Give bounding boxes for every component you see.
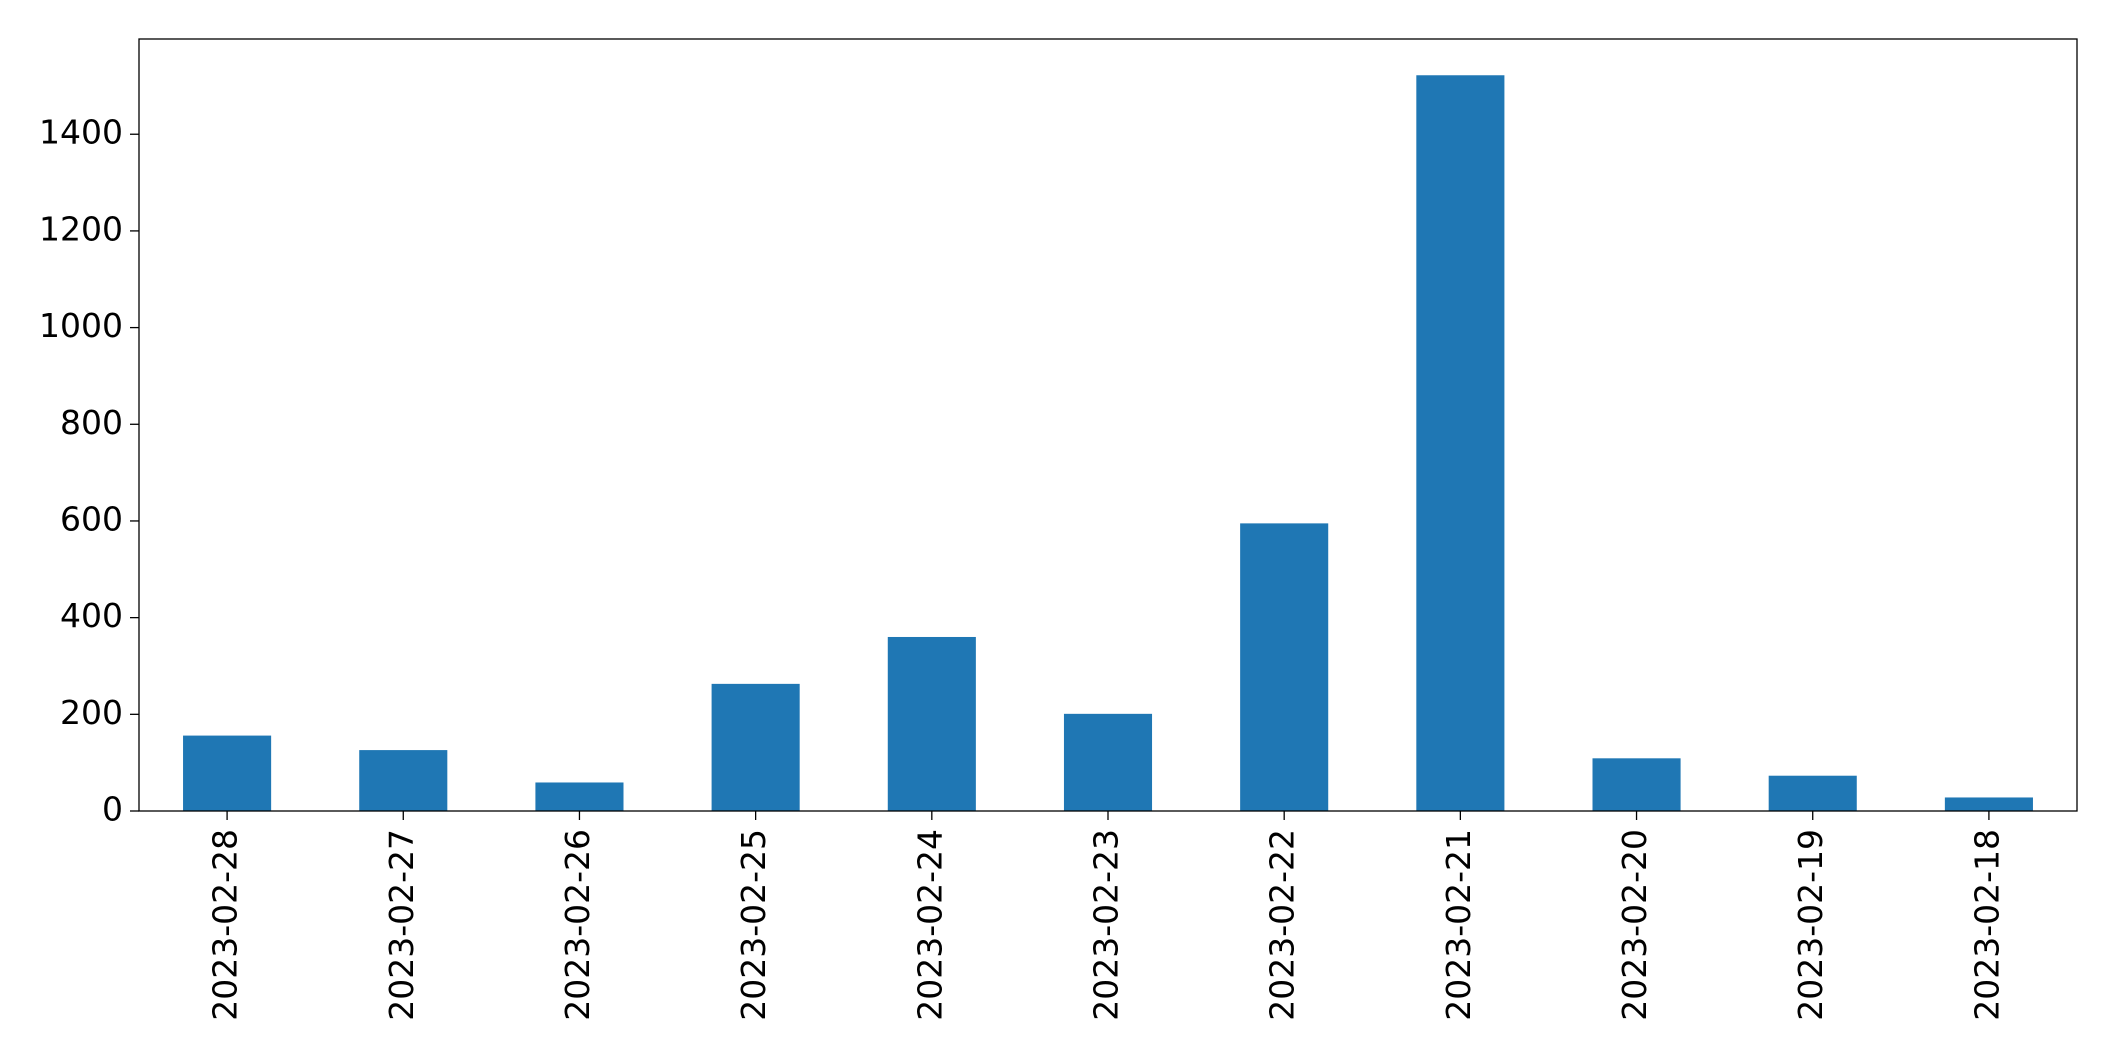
x-tick-label: 2023-02-22 [1263,829,1302,1021]
bar [711,683,800,811]
x-tick-label: 2023-02-19 [1791,829,1830,1021]
y-tick-label: 800 [60,403,123,442]
x-tick-label: 2023-02-27 [382,829,421,1021]
x-tick-label: 2023-02-20 [1615,829,1654,1021]
bar [1063,713,1153,811]
y-tick-label: 1000 [39,306,123,345]
bar [535,782,624,811]
bar [359,750,448,811]
bar [1592,758,1681,811]
bar [183,735,272,811]
y-tick-label: 400 [60,596,123,635]
bar [1240,523,1329,811]
x-tick-label: 2023-02-23 [1087,829,1126,1021]
bar [1416,75,1505,811]
bar [1768,775,1857,811]
x-tick-label: 2023-02-21 [1439,829,1478,1021]
y-tick-label: 600 [60,499,123,538]
bar [887,636,976,811]
x-tick-label: 2023-02-28 [206,829,245,1021]
y-tick-label: 0 [102,790,123,829]
x-tick-label: 2023-02-25 [734,829,773,1021]
plot-frame [138,38,2078,812]
x-tick-label: 2023-02-24 [910,829,949,1021]
bar [1944,797,2033,811]
x-tick-label: 2023-02-18 [1967,829,2006,1021]
y-tick-label: 200 [60,693,123,732]
y-tick-label: 1400 [39,113,123,152]
x-tick-label: 2023-02-26 [558,829,597,1021]
y-tick-label: 1200 [39,209,123,248]
